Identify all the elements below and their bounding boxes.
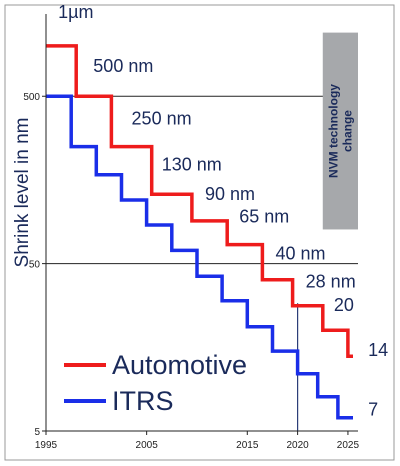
node-label-8: 20 [334, 295, 354, 315]
series-line-itrs [46, 94, 353, 420]
node-label-10: 7 [368, 399, 378, 419]
node-label-0: 1µm [58, 2, 93, 22]
node-label-4: 90 nm [205, 184, 255, 204]
x-tick-label-2020: 2020 [286, 440, 309, 451]
node-label-1: 500 nm [93, 56, 153, 76]
node-label-3: 130 nm [162, 155, 222, 175]
legend-label-itrs: ITRS [112, 386, 174, 416]
series-line-automotive [46, 44, 353, 358]
node-label-2: 250 nm [132, 108, 192, 128]
x-tick-label-2025: 2025 [337, 440, 360, 451]
y-tick-label-50: 50 [29, 260, 41, 271]
x-tick-label-1995: 1995 [35, 440, 58, 451]
y-axis-label: Shrink level in nm [12, 118, 33, 268]
outer-frame [4, 4, 395, 461]
y-tick-label-500: 500 [23, 92, 40, 103]
legend-label-automotive: Automotive [112, 350, 247, 380]
node-label-6: 40 nm [275, 243, 325, 263]
node-label-7: 28 nm [306, 272, 356, 292]
nvm-technology-change-label: NVM technologychange [326, 84, 354, 178]
node-label-9: 14 [368, 340, 388, 360]
x-tick-label-2005: 2005 [136, 440, 159, 451]
node-label-5: 65 nm [239, 207, 289, 227]
y-tick-label-5: 5 [34, 427, 40, 438]
x-tick-label-2015: 2015 [236, 440, 259, 451]
nvm-technology-change-box [322, 32, 358, 230]
